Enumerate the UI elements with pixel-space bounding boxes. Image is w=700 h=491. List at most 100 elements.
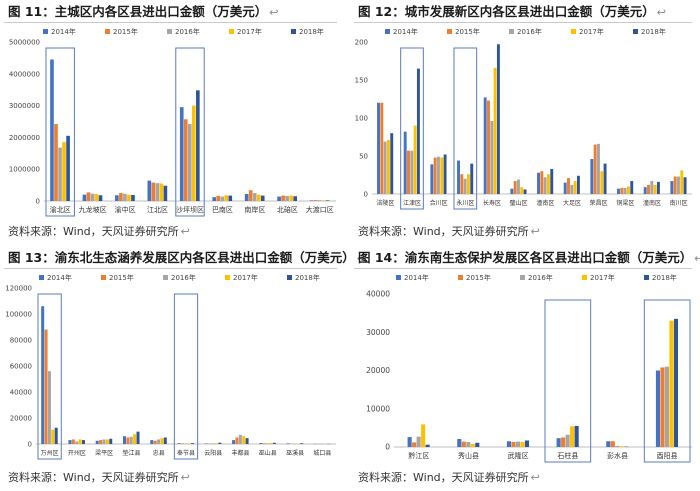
y-tick-label: 100 (355, 115, 368, 123)
legend-swatch (385, 29, 390, 34)
bar (669, 320, 674, 447)
y-tick-label: 4000000 (9, 70, 40, 78)
y-tick-label: 5000000 (9, 39, 40, 47)
legend-swatch (163, 275, 168, 280)
bar (180, 443, 184, 444)
bar (232, 440, 236, 444)
x-tick-label: 潼南区 (536, 199, 554, 207)
bar (44, 329, 48, 444)
bar (390, 133, 394, 194)
bar (123, 193, 127, 201)
bar (212, 197, 217, 201)
bar (515, 441, 521, 447)
bar (82, 194, 87, 201)
legend-label: 2018年 (652, 273, 677, 282)
bar (131, 194, 135, 201)
x-tick-label: 丰都县 (232, 449, 250, 457)
bar (647, 184, 650, 194)
legend-swatch (105, 29, 110, 34)
legend: 2014年 2015年 2016年 2017年 2018年 (396, 273, 677, 282)
bar (650, 181, 654, 194)
legend-swatch (43, 29, 48, 34)
bar (187, 443, 191, 444)
legend-swatch (582, 275, 587, 280)
bar (78, 439, 82, 444)
x-tick-label: 铜梁区 (616, 199, 634, 207)
legend-swatch (229, 29, 234, 34)
bar (593, 144, 597, 194)
legend-label: 2015年 (466, 273, 491, 282)
bar (683, 177, 687, 194)
x-tick-label: 江北区 (147, 206, 168, 214)
x-tick-label: 酉阳县 (657, 451, 678, 460)
x-tick-label: 潼南区 (643, 199, 661, 207)
title-divider (4, 22, 337, 23)
bar (620, 187, 624, 194)
bar (425, 444, 430, 447)
bar (600, 171, 604, 194)
bar (626, 186, 630, 194)
bar (155, 183, 160, 201)
bar (403, 131, 407, 194)
y-tick-label: 150 (355, 77, 368, 85)
bar (281, 195, 285, 201)
x-tick-label: 璧山区 (510, 199, 528, 207)
highlight-box (400, 47, 424, 210)
bar (184, 443, 188, 444)
x-tick-label: 秀山县 (458, 451, 479, 460)
bar (383, 141, 387, 194)
x-tick-label: 云阳县 (204, 449, 222, 457)
bar (386, 140, 390, 194)
legend-label: 2018年 (641, 27, 666, 36)
legend-label: 2014年 (404, 273, 429, 282)
x-tick-label: 石柱县 (557, 451, 578, 460)
bar (71, 439, 75, 444)
legend-label: 2018年 (299, 27, 324, 36)
bar (317, 200, 322, 201)
y-tick-label: 1000000 (9, 166, 40, 174)
bar (187, 124, 192, 201)
bar (630, 181, 634, 194)
bar (677, 176, 680, 194)
bar (129, 436, 133, 444)
figure-13-panel: 图 13：渝东北生态涵养发展区内各区县进出口金额（万美元） ↩ 0 20000 400… (0, 246, 366, 491)
figure-title: 图 11：主城区内各区县进出口金额（万美元） ↩ (8, 4, 279, 19)
legend-label: 2014年 (393, 27, 418, 36)
bar (109, 438, 113, 444)
bar (204, 443, 208, 444)
legend-label: 2017年 (590, 273, 615, 282)
title-divider (4, 268, 337, 269)
legend-swatch (39, 275, 44, 280)
legend-label: 2018年 (295, 273, 320, 282)
bar (490, 121, 494, 194)
bar (466, 174, 470, 194)
figure-14-bar-chart: 0 10000 20000 30000 40000 2014年 2015年 2016年 2017… (366, 273, 692, 463)
bar (218, 442, 222, 444)
figure-title: 图 12：城市发展新区内各区县进出口金额（万美元） ↩ (358, 4, 666, 19)
y-tick-label: 0 (364, 191, 368, 199)
bar (313, 200, 318, 201)
bar (214, 443, 218, 444)
legend-swatch (396, 275, 401, 280)
bar (543, 177, 547, 194)
bar (196, 90, 200, 201)
bar (260, 195, 265, 201)
bar (493, 67, 497, 194)
legend-label: 2017年 (579, 27, 604, 36)
bar (256, 194, 261, 201)
bar (289, 195, 293, 201)
highlight-box (544, 299, 592, 463)
bar (380, 102, 384, 194)
bar (483, 97, 487, 194)
bar (603, 163, 607, 194)
legend-swatch (520, 275, 525, 280)
bar (177, 443, 181, 444)
source-note: 资料来源：Wind，天风证券研究所 ↩ (8, 225, 190, 238)
bar (570, 184, 574, 194)
x-tick-label: 黔江区 (408, 451, 429, 460)
bar (466, 442, 471, 447)
x-tick-label: 梁平区 (95, 449, 113, 457)
bar (220, 196, 225, 201)
bar (643, 187, 647, 194)
